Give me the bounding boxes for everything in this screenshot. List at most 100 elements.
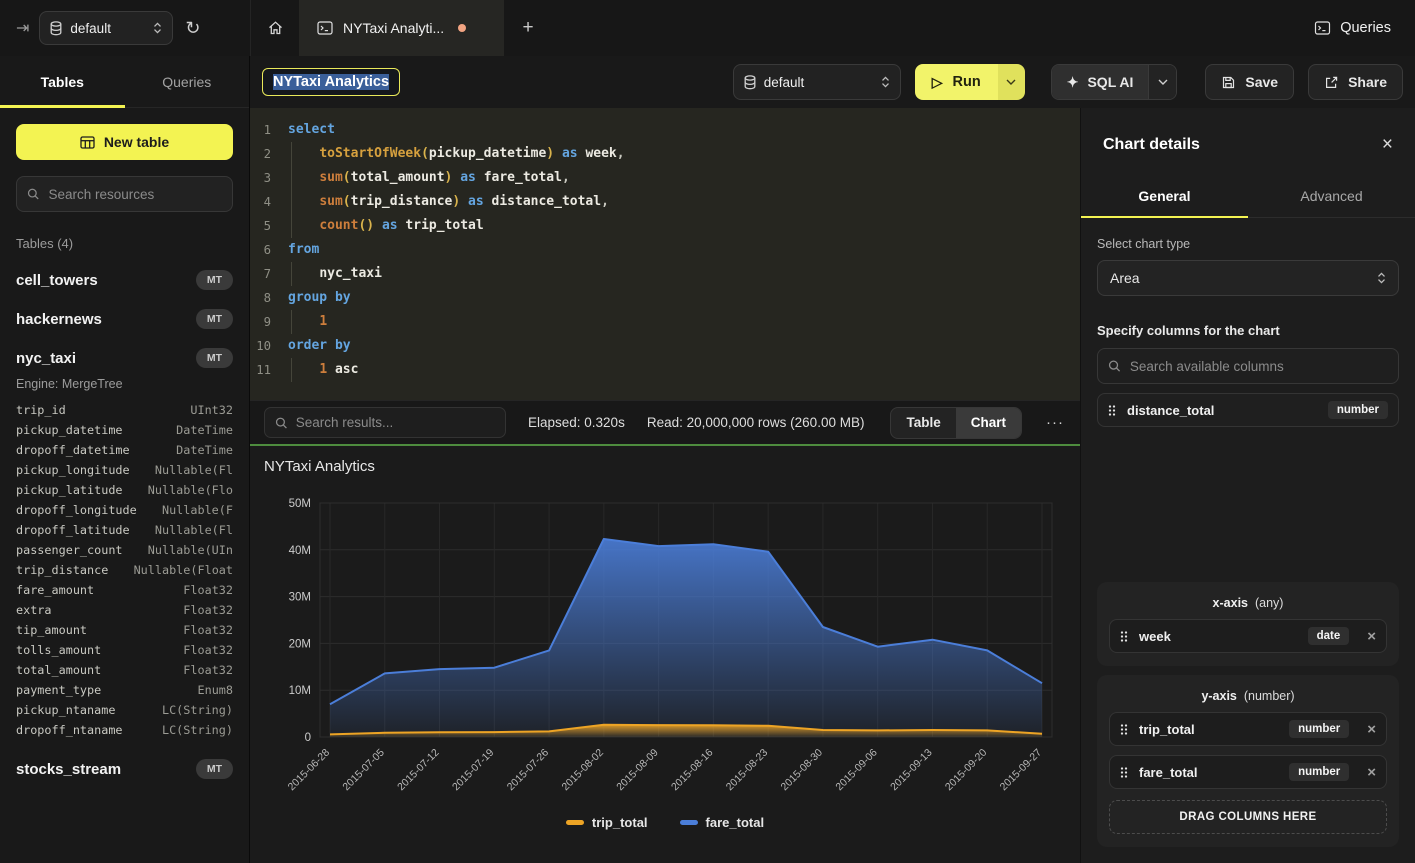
table-name: stocks_stream xyxy=(16,761,121,778)
query-tab[interactable]: NYTaxi Analyti... xyxy=(299,0,504,56)
editor-line[interactable]: 5 count() as trip_total xyxy=(250,214,1080,238)
table-column-row[interactable]: fare_amountFloat32 xyxy=(16,580,233,600)
database-icon xyxy=(744,75,756,90)
table-column-row[interactable]: tolls_amountFloat32 xyxy=(16,640,233,660)
table-column-row[interactable]: dropoff_ntanameLC(String) xyxy=(16,720,233,740)
code-content: count() as trip_total xyxy=(288,214,484,238)
tab-general[interactable]: General xyxy=(1081,175,1248,217)
resource-search-input[interactable] xyxy=(48,187,222,202)
editor-line[interactable]: 7 nyc_taxi xyxy=(250,262,1080,286)
drag-handle-icon[interactable] xyxy=(1108,404,1116,417)
query-tab-title: NYTaxi Analyti... xyxy=(343,20,444,36)
column-item-name: distance_total xyxy=(1127,403,1214,418)
x-tick-label: 2015-08-16 xyxy=(669,747,716,794)
drag-handle-icon[interactable] xyxy=(1120,630,1128,643)
drag-handle-icon[interactable] xyxy=(1120,723,1128,736)
table-column-row[interactable]: trip_idUInt32 xyxy=(16,400,233,420)
remove-column-icon[interactable]: × xyxy=(1367,722,1376,737)
sidebar-tab-tables[interactable]: Tables xyxy=(0,56,125,107)
table-columns-list: trip_idUInt32pickup_datetimeDateTimedrop… xyxy=(16,400,233,740)
share-button[interactable]: Share xyxy=(1308,64,1403,100)
table-column-row[interactable]: pickup_ntanameLC(String) xyxy=(16,700,233,720)
table-column-row[interactable]: tip_amountFloat32 xyxy=(16,620,233,640)
x-axis-column-item[interactable]: weekdate× xyxy=(1109,619,1387,653)
run-options-button[interactable] xyxy=(998,64,1025,100)
chart-type-select[interactable]: Area xyxy=(1097,260,1399,296)
new-table-button[interactable]: New table xyxy=(16,124,233,160)
table-column-row[interactable]: pickup_latitudeNullable(Flo xyxy=(16,480,233,500)
save-button[interactable]: Save xyxy=(1205,64,1294,100)
editor-line[interactable]: 4 sum(trip_distance) as distance_total, xyxy=(250,190,1080,214)
new-tab-button[interactable]: + xyxy=(504,0,552,56)
sql-ai-options-button[interactable] xyxy=(1148,65,1176,99)
remove-column-icon[interactable]: × xyxy=(1367,629,1376,644)
queries-button[interactable]: Queries xyxy=(1314,0,1415,56)
table-column-row[interactable]: payment_typeEnum8 xyxy=(16,680,233,700)
table-column-row[interactable]: passenger_countNullable(UIn xyxy=(16,540,233,560)
run-button[interactable]: ▷ Run xyxy=(915,64,998,100)
topbar-left: ⇥ default ↻ xyxy=(0,0,250,56)
sidebar-tabs: Tables Queries xyxy=(0,56,249,108)
search-icon xyxy=(27,187,39,201)
view-toggle-table[interactable]: Table xyxy=(891,408,955,438)
table-list-item[interactable]: stocks_streamMT xyxy=(16,759,233,779)
table-list-item[interactable]: hackernewsMT xyxy=(16,309,233,329)
table-list-item[interactable]: nyc_taxiMT xyxy=(16,348,233,368)
table-column-row[interactable]: dropoff_datetimeDateTime xyxy=(16,440,233,460)
main-layout: Tables Queries New table Tables (4) cell… xyxy=(0,56,1415,863)
available-columns-list: distance_totalnumber xyxy=(1097,384,1399,427)
editor-line[interactable]: 2 toStartOfWeek(pickup_datetime) as week… xyxy=(250,142,1080,166)
drag-handle-icon[interactable] xyxy=(1120,766,1128,779)
editor-line[interactable]: 8group by xyxy=(250,286,1080,310)
sidebar-tab-queries[interactable]: Queries xyxy=(125,56,250,107)
table-column-row[interactable]: extraFloat32 xyxy=(16,600,233,620)
editor-line[interactable]: 10order by xyxy=(250,334,1080,358)
table-column-row[interactable]: dropoff_longitudeNullable(F xyxy=(16,500,233,520)
available-column-item[interactable]: distance_totalnumber xyxy=(1097,393,1399,427)
topbar-database-select[interactable]: default xyxy=(39,11,173,45)
view-toggle: TableChart xyxy=(890,407,1022,439)
columns-search[interactable] xyxy=(1097,348,1399,384)
table-column-row[interactable]: trip_distanceNullable(Float xyxy=(16,560,233,580)
sql-editor[interactable]: 1select2 toStartOfWeek(pickup_datetime) … xyxy=(250,108,1080,400)
editor-line[interactable]: 3 sum(total_amount) as fare_total, xyxy=(250,166,1080,190)
refresh-icon[interactable]: ↻ xyxy=(185,18,200,39)
drag-columns-dropzone[interactable]: DRAG COLUMNS HERE xyxy=(1109,800,1387,834)
y-axis-column-item[interactable]: trip_totalnumber× xyxy=(1109,712,1387,746)
table-column-row[interactable]: pickup_datetimeDateTime xyxy=(16,420,233,440)
tab-advanced[interactable]: Advanced xyxy=(1248,175,1415,217)
editor-line[interactable]: 11 1 asc xyxy=(250,358,1080,382)
home-tab[interactable] xyxy=(251,0,299,56)
line-number: 4 xyxy=(250,190,288,214)
sql-ai-button[interactable]: ✦ SQL AI xyxy=(1052,65,1149,99)
view-toggle-chart[interactable]: Chart xyxy=(956,408,1021,438)
editor-line[interactable]: 9 1 xyxy=(250,310,1080,334)
top-bar: ⇥ default ↻ NYTaxi Analyt xyxy=(0,0,1415,56)
legend-item-fare_total[interactable]: fare_total xyxy=(680,815,765,830)
table-icon xyxy=(80,136,95,149)
table-column-row[interactable]: total_amountFloat32 xyxy=(16,660,233,680)
table-column-row[interactable]: pickup_longitudeNullable(Fl xyxy=(16,460,233,480)
tables-list: cell_towersMThackernewsMTnyc_taxiMTEngin… xyxy=(16,270,233,779)
y-axis-column-item[interactable]: fare_totalnumber× xyxy=(1109,755,1387,789)
resource-search[interactable] xyxy=(16,176,233,212)
x-tick-label: 2015-09-27 xyxy=(998,747,1045,794)
toolbar-database-select[interactable]: default xyxy=(733,64,901,100)
columns-search-input[interactable] xyxy=(1130,359,1388,374)
legend-item-trip_total[interactable]: trip_total xyxy=(566,815,648,830)
run-button-group: ▷ Run xyxy=(915,64,1025,100)
table-column-row[interactable]: dropoff_latitudeNullable(Fl xyxy=(16,520,233,540)
results-search[interactable] xyxy=(264,407,506,438)
editor-line[interactable]: 1select xyxy=(250,118,1080,142)
results-search-input[interactable] xyxy=(296,415,495,430)
table-list-item[interactable]: cell_towersMT xyxy=(16,270,233,290)
more-options-button[interactable]: ··· xyxy=(1044,414,1066,431)
collapse-sidebar-icon[interactable]: ⇥ xyxy=(16,18,29,38)
column-type-badge: number xyxy=(1289,720,1349,738)
close-icon[interactable]: × xyxy=(1382,135,1393,154)
editor-line[interactable]: 6from xyxy=(250,238,1080,262)
column-type: Nullable(Fl xyxy=(155,460,233,480)
y-axis-title: y-axis (number) xyxy=(1109,689,1387,703)
remove-column-icon[interactable]: × xyxy=(1367,765,1376,780)
query-title-input[interactable]: NYTaxi Analytics xyxy=(262,68,400,96)
